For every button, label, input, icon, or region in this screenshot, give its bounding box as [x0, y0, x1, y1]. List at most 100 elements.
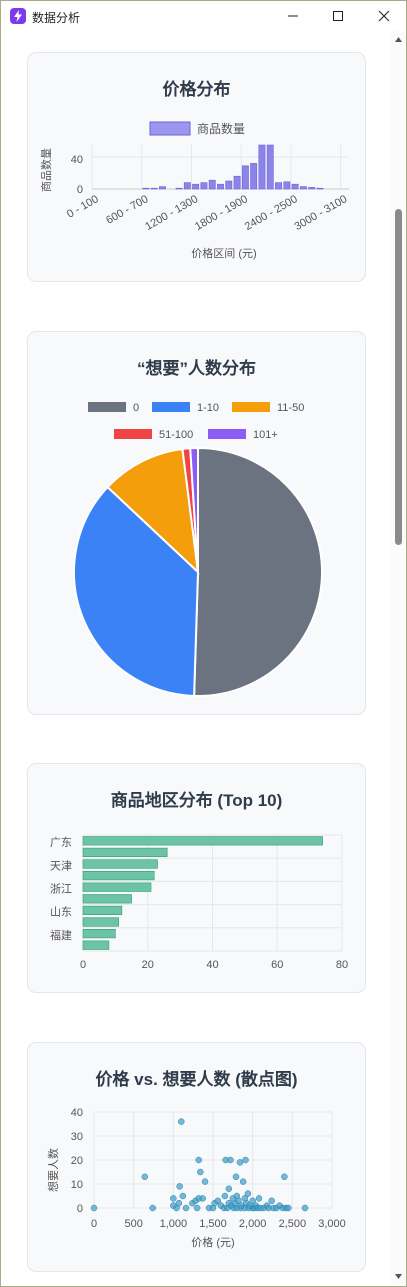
histogram-bar — [241, 165, 249, 190]
close-button[interactable] — [361, 1, 406, 31]
region-distribution-title: 商品地区分布 (Top 10) — [110, 791, 283, 810]
scroll-up-arrow-icon[interactable] — [394, 35, 403, 44]
y-category-label: 山东 — [50, 906, 72, 919]
y-tick-label: 0 — [77, 1203, 83, 1215]
region-bar — [82, 894, 132, 904]
scatter-point — [239, 1178, 247, 1185]
scatter-point — [179, 1192, 187, 1200]
scatter-point — [242, 1156, 249, 1164]
scatter-point — [176, 1183, 183, 1190]
y-category-label: 浙江 — [50, 883, 72, 896]
x-tick-label: 2,500 — [279, 1218, 307, 1230]
x-tick-label: 1200 - 1300 — [143, 193, 200, 233]
histogram-bar — [291, 183, 299, 190]
y-category-label: 福建 — [50, 928, 72, 942]
histogram-bar — [200, 182, 208, 190]
histogram-bar — [142, 187, 150, 190]
vertical-scrollbar[interactable] — [391, 31, 406, 1286]
scatter-point — [236, 1159, 244, 1166]
scatter-point — [197, 1168, 204, 1176]
y-tick-label: 10 — [71, 1179, 83, 1191]
legend-swatch — [114, 429, 152, 439]
scatter-point — [199, 1195, 206, 1202]
want-count-title: “想要”人数分布 — [137, 359, 256, 378]
minimize-button[interactable] — [270, 1, 316, 31]
scatter-point — [227, 1156, 234, 1164]
pie-slice — [106, 447, 200, 575]
legend-swatch — [208, 429, 246, 439]
x-tick-label: 60 — [271, 959, 283, 971]
legend-label: 1-10 — [197, 402, 219, 414]
histogram-bar — [308, 187, 316, 190]
pie-slice — [189, 446, 199, 573]
scatter-point — [214, 1197, 222, 1205]
scatter-point — [301, 1204, 309, 1212]
histogram-bar — [283, 181, 291, 190]
scrollbar-thumb[interactable] — [395, 209, 402, 545]
scatter-point — [281, 1173, 288, 1181]
x-tick-label: 500 — [124, 1218, 142, 1230]
scatter-point — [149, 1204, 156, 1212]
x-tick-label: 2400 - 2500 — [243, 193, 300, 233]
region-bar — [82, 847, 168, 857]
x-axis-title: 价格区间 (元) — [191, 246, 256, 260]
scatter-point — [244, 1190, 252, 1197]
price-vs-want-title: 价格 vs. 想要人数 (散点图) — [95, 1070, 298, 1089]
y-axis-title: 想要人数 — [46, 1148, 60, 1192]
legend-swatch — [88, 402, 126, 412]
price-vs-want-card: 价格 vs. 想要人数 (散点图) 0 10 20 30 40 0 500 1,000 1,50… — [27, 1042, 366, 1272]
histogram-bar — [275, 182, 282, 190]
price-distribution-title: 价格分布 — [162, 80, 231, 99]
histogram-bar — [192, 183, 200, 190]
window-title: 数据分析 — [32, 11, 81, 25]
region-distribution-card: 商品地区分布 (Top 10) 0 20 40 60 80 广东 天津 浙江 山东 福建 — [27, 763, 366, 993]
histogram-bar — [175, 187, 183, 190]
scatter-point — [170, 1195, 177, 1202]
pie-slice — [193, 446, 323, 697]
price-want-scatter-chart: 0 10 20 30 40 0 500 1,000 1,500 2,000 2,500 3,000 想… — [46, 1107, 346, 1249]
scatter-point — [195, 1156, 202, 1164]
pie-slice — [73, 485, 200, 697]
legend-label: 0 — [133, 402, 139, 414]
histogram-bar — [150, 187, 158, 190]
x-axis-title: 价格 (元) — [191, 1235, 234, 1249]
region-bar — [82, 940, 110, 950]
scatter-point — [235, 1197, 242, 1205]
region-bar — [82, 871, 155, 881]
want-count-pie-chart: 0 1-10 11-50 51-100 101+ — [73, 402, 323, 697]
x-tick-label: 0 — [80, 959, 86, 971]
x-tick-label: 2,000 — [239, 1218, 267, 1230]
scatter-point — [201, 1178, 209, 1185]
scatter-point — [221, 1192, 229, 1200]
x-tick-label: 0 — [91, 1218, 97, 1230]
scatter-point — [141, 1173, 149, 1181]
histogram-bar — [299, 186, 307, 190]
y-category-label: 广东 — [50, 836, 72, 849]
maximize-button[interactable] — [315, 1, 361, 31]
histogram-bar — [225, 180, 233, 190]
scroll-down-arrow-icon[interactable] — [394, 1272, 403, 1281]
x-tick-label: 80 — [336, 959, 348, 971]
scatter-point — [255, 1195, 263, 1202]
y-tick-label: 20 — [71, 1155, 83, 1167]
histogram-bar — [266, 144, 274, 190]
region-bar — [82, 882, 152, 892]
scatter-point — [178, 1118, 185, 1125]
legend-label: 51-100 — [159, 429, 193, 441]
scatter-point — [182, 1204, 190, 1212]
histogram-bar — [316, 187, 324, 190]
lightning-app-icon — [10, 8, 26, 24]
x-tick-label: 1,000 — [160, 1218, 188, 1230]
scatter-point — [249, 1197, 256, 1205]
x-tick-label: 0 - 100 — [65, 193, 101, 221]
x-tick-label: 3,000 — [318, 1218, 346, 1230]
x-tick-label: 3000 - 3100 — [293, 193, 350, 233]
x-tick-label: 1,500 — [199, 1218, 227, 1230]
region-bar — [82, 905, 123, 916]
histogram-bar — [250, 163, 258, 190]
legend-label: 11-50 — [277, 402, 304, 414]
y-tick-label: 40 — [71, 1107, 83, 1119]
want-count-card: “想要”人数分布 0 1-10 11-50 51-100 101+ — [27, 331, 366, 715]
